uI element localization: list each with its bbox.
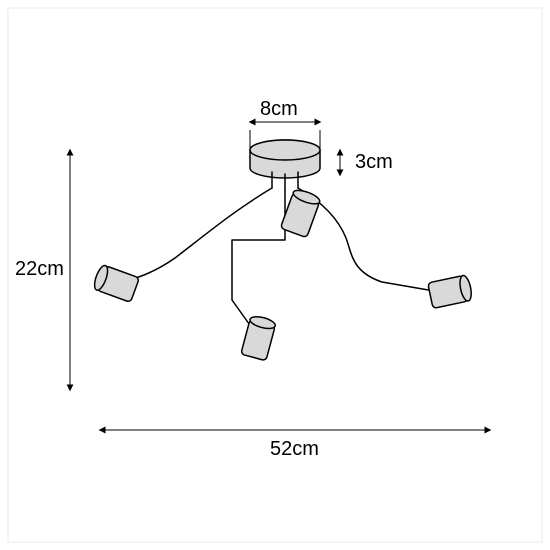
height-label: 22cm [15,258,64,280]
dimension-height: 22cm [15,150,70,390]
dimension-width: 52cm [100,430,490,460]
width-label: 52cm [270,438,319,460]
arm-right [298,188,440,292]
arm-front [232,190,285,328]
lamp-fixture [92,140,473,361]
base-width-label: 8cm [260,98,298,120]
socket-left [92,264,139,302]
base-height-label: 3cm [355,151,393,173]
dimension-base-height: 3cm [340,150,393,175]
image-frame [8,8,542,542]
socket-front [241,314,277,360]
socket-top [280,188,321,238]
socket-right [428,275,474,309]
arm-left [122,188,272,282]
dimension-diagram: 22cm 52cm 8cm 3cm [0,0,550,550]
lamp-base [250,140,320,178]
